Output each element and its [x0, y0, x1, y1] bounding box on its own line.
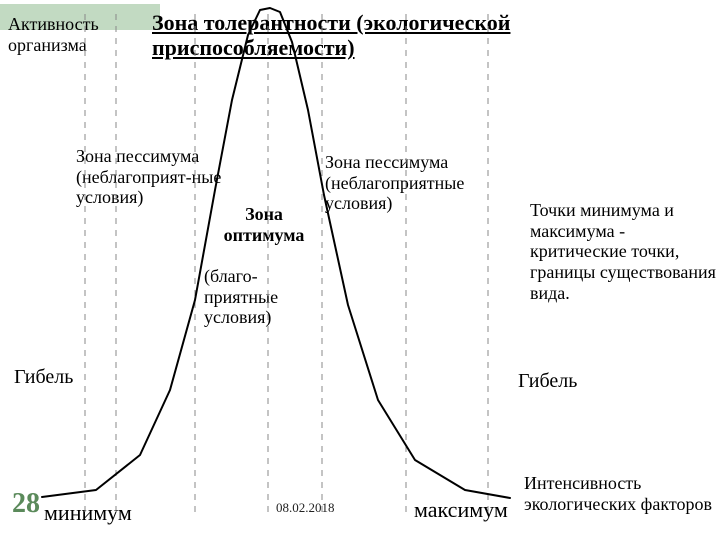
x-axis-label: Интенсивность экологических факторов [524, 473, 720, 514]
main-title: Зона толерантности (экологической приспо… [152, 10, 552, 61]
death-right-label: Гибель [518, 370, 577, 393]
notes-right: Точки минимума и максимума - критические… [530, 200, 720, 303]
page-number: 28 [12, 488, 40, 520]
min-label: минимум [44, 500, 132, 525]
y-axis-label: Активность организма [8, 14, 118, 55]
death-left-label: Гибель [14, 366, 73, 389]
pessimum-right-label: Зона пессимума (неблагоприятные условия) [325, 152, 485, 214]
date-label: 08.02.2018 [276, 501, 335, 516]
optimum-bottom-label: (благо-приятные условия) [204, 266, 314, 328]
max-label: максимум [414, 497, 508, 522]
optimum-top-label: Зона оптимума [214, 204, 314, 245]
pessimum-left-label: Зона пессимума (неблагоприят-ные условия… [76, 146, 226, 208]
